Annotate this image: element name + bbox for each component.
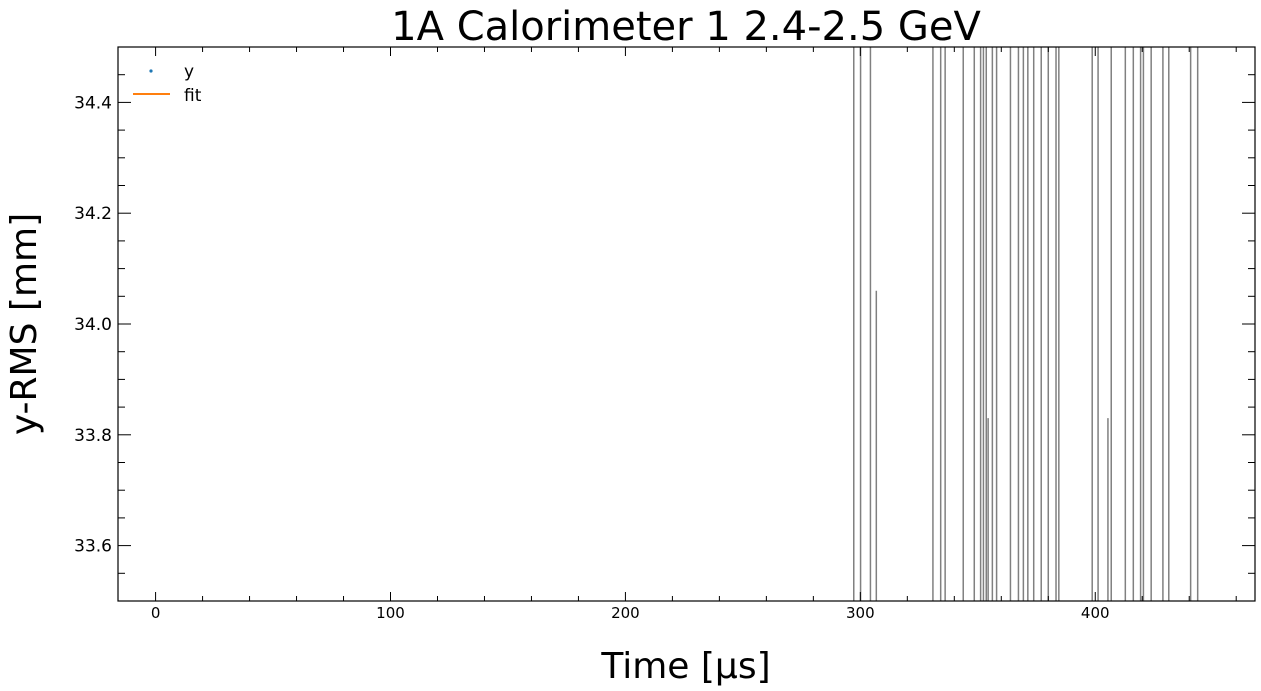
x-axis-ticks: 0 100 200 300 400 bbox=[151, 47, 1237, 622]
x-tick-label: 400 bbox=[1081, 604, 1110, 622]
error-bars-group bbox=[853, 47, 1199, 601]
plot-frame bbox=[117, 46, 1256, 602]
x-axis-label: Time [μs] bbox=[600, 646, 770, 687]
x-tick-label: 100 bbox=[376, 604, 405, 622]
x-tick-label: 300 bbox=[846, 604, 875, 622]
chart-title: 1A Calorimeter 1 2.4-2.5 GeV bbox=[391, 4, 981, 50]
y-tick-label: 34.4 bbox=[74, 93, 112, 113]
legend-marker-y bbox=[149, 69, 153, 73]
y-tick-label: 34.0 bbox=[74, 315, 112, 335]
y-tick-label: 33.6 bbox=[74, 537, 112, 557]
legend-label-y: y bbox=[184, 62, 194, 82]
x-tick-label: 200 bbox=[611, 604, 640, 622]
y-axis-ticks: 33.6 33.8 34.0 34.2 34.4 bbox=[74, 46, 1255, 602]
legend: y fit bbox=[133, 62, 202, 106]
x-tick-label: 0 bbox=[151, 604, 161, 622]
y-tick-label: 34.2 bbox=[74, 204, 112, 224]
legend-label-fit: fit bbox=[184, 86, 202, 106]
y-axis-label: y-RMS [mm] bbox=[4, 213, 45, 435]
y-tick-label: 33.8 bbox=[74, 426, 112, 446]
